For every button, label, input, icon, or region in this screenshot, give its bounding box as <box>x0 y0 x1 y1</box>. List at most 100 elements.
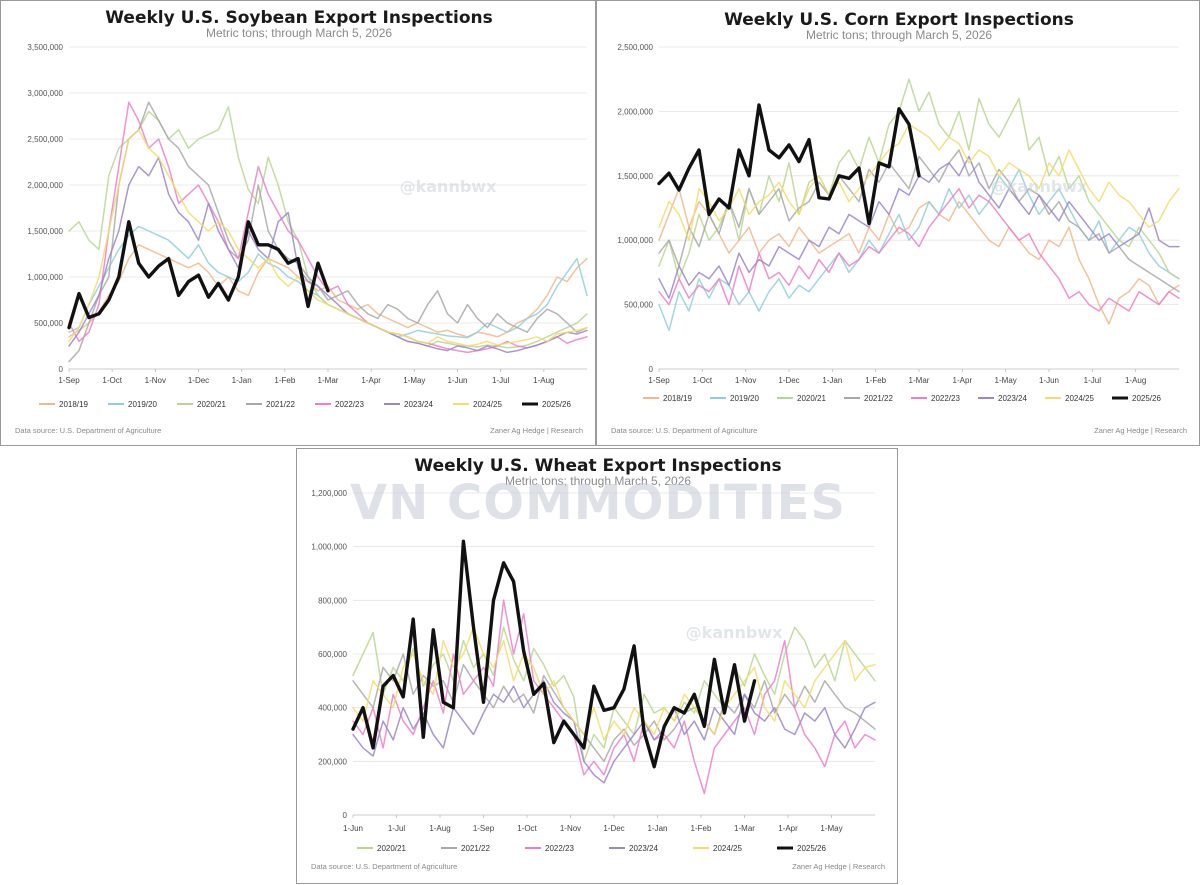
x-tick-label: 1-Nov <box>145 376 166 385</box>
chart-subtitle: Metric tons; through March 5, 2026 <box>806 28 992 42</box>
corn-chart: Weekly U.S. Corn Export InspectionsMetri… <box>611 10 1187 435</box>
x-tick-label: 1-Dec <box>603 824 624 833</box>
data-source-note: Data source: U.S. Department of Agricult… <box>311 862 457 871</box>
x-tick-label: 1-Nov <box>735 376 756 385</box>
chart-subtitle: Metric tons; through March 5, 2026 <box>206 26 392 40</box>
watermark-handle: @kannbwx <box>991 177 1088 196</box>
corn-chart-panel: Weekly U.S. Corn Export Inspections Metri… <box>596 0 1200 446</box>
series-line-2024-25 <box>658 123 1180 241</box>
series-line-2020-21 <box>658 78 1180 280</box>
y-tick-label: 0 <box>343 811 348 820</box>
series-line-2025-26 <box>351 539 757 769</box>
series-line-2022-23 <box>68 101 588 354</box>
x-tick-label: 1-Aug <box>1125 376 1146 385</box>
series-line-2018-19 <box>658 187 1180 325</box>
x-tick-label: 1-Jul <box>492 376 510 385</box>
series-line-2023-24 <box>68 156 588 354</box>
x-tick-label: 1-Feb <box>274 376 295 385</box>
x-tick-label: 1-Jan <box>822 376 842 385</box>
legend-label: 2020/21 <box>797 394 826 403</box>
series-line-2025-26 <box>67 220 330 330</box>
chart-title: Weekly U.S. Corn Export Inspections <box>724 10 1074 30</box>
y-tick-label: 3,000,000 <box>27 89 63 98</box>
y-tick-label: 2,000,000 <box>27 181 63 190</box>
legend-label: 2025/26 <box>1132 394 1161 403</box>
y-tick-label: 1,000,000 <box>617 236 653 245</box>
wheat-chart-panel: Weekly U.S. Wheat Export Inspections Metr… <box>296 448 898 884</box>
legend-label: 2021/22 <box>461 844 490 853</box>
series-line-2024-25 <box>68 129 588 347</box>
x-tick-label: 1-Oct <box>517 824 537 833</box>
x-tick-label: 1-Oct <box>693 376 713 385</box>
soybean-chart: Weekly U.S. Soybean Export InspectionsMe… <box>15 8 588 435</box>
x-tick-label: 1-Jun <box>1039 376 1059 385</box>
series-line-2023-24 <box>352 680 876 784</box>
x-tick-label: 1-May <box>995 376 1017 385</box>
x-tick-label: 1-Sep <box>473 824 495 833</box>
credit-note: Zaner Ag Hedge | Research <box>490 426 583 435</box>
chart-title: Weekly U.S. Wheat Export Inspections <box>414 456 781 476</box>
x-tick-label: 1-Feb <box>691 824 712 833</box>
legend-label: 2025/26 <box>797 844 826 853</box>
chart-title: Weekly U.S. Soybean Export Inspections <box>105 8 492 28</box>
credit-note: Zaner Ag Hedge | Research <box>1094 426 1187 435</box>
legend-label: 2022/23 <box>545 844 574 853</box>
x-tick-label: 1-Jan <box>647 824 667 833</box>
y-tick-label: 3,500,000 <box>27 43 63 52</box>
series-line-2022-23 <box>352 599 876 795</box>
wheat-chart: Weekly U.S. Wheat Export InspectionsMetr… <box>311 456 885 871</box>
x-tick-label: 1-Jun <box>343 824 363 833</box>
x-tick-label: 1-Dec <box>188 376 209 385</box>
x-tick-label: 1-Apr <box>953 376 973 385</box>
x-tick-label: 1-Oct <box>102 376 122 385</box>
x-tick-label: 1-Jul <box>388 824 406 833</box>
y-tick-label: 1,200,000 <box>311 489 347 498</box>
x-tick-label: 1-Sep <box>648 376 670 385</box>
data-source-note: Data source: U.S. Department of Agricult… <box>611 426 757 435</box>
legend-label: 2019/20 <box>730 394 759 403</box>
x-tick-label: 1-Mar <box>909 376 930 385</box>
y-tick-label: 1,000,000 <box>27 273 63 282</box>
y-tick-label: 200,000 <box>318 757 347 766</box>
series-line-2021-22 <box>658 149 1180 293</box>
y-tick-label: 1,000,000 <box>311 543 347 552</box>
legend-label: 2021/22 <box>266 400 295 409</box>
series-line-2022-23 <box>658 187 1180 312</box>
x-tick-label: 1-Mar <box>318 376 339 385</box>
y-tick-label: 1,500,000 <box>617 172 653 181</box>
legend-label: 2024/25 <box>713 844 742 853</box>
legend-label: 2024/25 <box>1065 394 1094 403</box>
legend-label: 2023/24 <box>629 844 658 853</box>
legend-label: 2022/23 <box>335 400 364 409</box>
series-line-2025-26 <box>657 103 921 226</box>
legend-label: 2024/25 <box>473 400 502 409</box>
x-tick-label: 1-Sep <box>58 376 80 385</box>
watermark-handle: @kannbwx <box>400 177 497 196</box>
y-tick-label: 0 <box>649 365 654 374</box>
y-tick-label: 2,500,000 <box>617 43 653 52</box>
legend-label: 2022/23 <box>931 394 960 403</box>
watermark-handle: @kannbwx <box>686 623 783 642</box>
credit-note: Zaner Ag Hedge | Research <box>792 862 885 871</box>
x-tick-label: 1-Apr <box>778 824 798 833</box>
series-line-2019-20 <box>68 225 588 339</box>
x-tick-label: 1-Jul <box>1084 376 1102 385</box>
y-tick-label: 500,000 <box>624 301 653 310</box>
legend-label: 2020/21 <box>197 400 226 409</box>
legend-label: 2018/19 <box>59 400 88 409</box>
x-tick-label: 1-Jun <box>447 376 467 385</box>
y-tick-label: 400,000 <box>318 704 347 713</box>
x-tick-label: 1-Aug <box>429 824 450 833</box>
legend-label: 2018/19 <box>663 394 692 403</box>
legend-label: 2019/20 <box>128 400 157 409</box>
y-tick-label: 600,000 <box>318 650 347 659</box>
series-line-2021-22 <box>68 101 588 363</box>
y-tick-label: 2,000,000 <box>617 107 653 116</box>
x-tick-label: 1-Aug <box>533 376 554 385</box>
legend-label: 2021/22 <box>864 394 893 403</box>
x-tick-label: 1-May <box>403 376 425 385</box>
watermark-brand: VN COMMODITIES <box>350 475 846 531</box>
soybean-chart-panel: Weekly U.S. Soybean Export Inspections Me… <box>0 0 596 446</box>
x-tick-label: 1-Mar <box>734 824 755 833</box>
y-tick-label: 800,000 <box>318 596 347 605</box>
